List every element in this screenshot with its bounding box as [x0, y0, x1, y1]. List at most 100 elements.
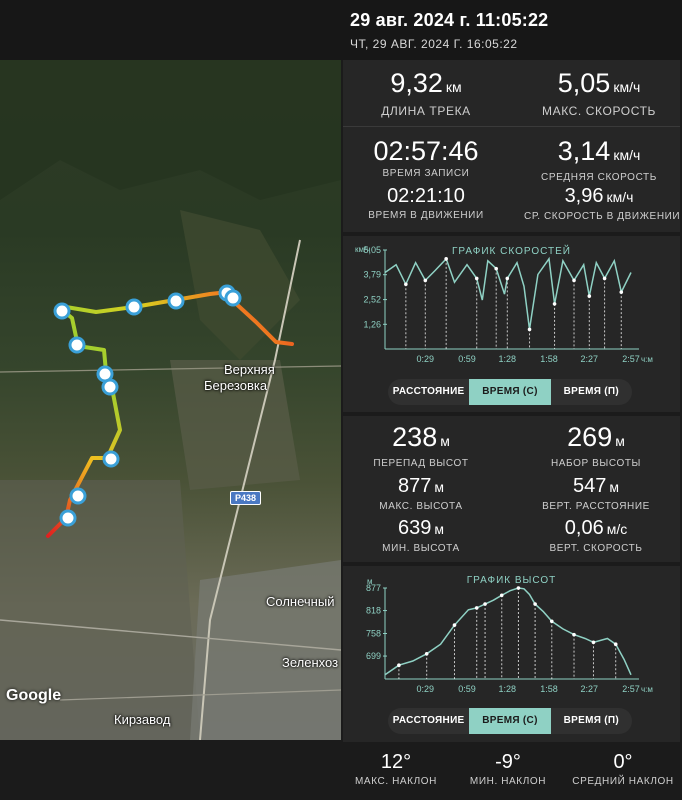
elev-gain-unit: м [615, 433, 625, 449]
speed-x-unit: ч:м [641, 355, 653, 364]
speed-marker-dot [474, 276, 479, 281]
avg-speed-value: 3,14 [557, 136, 611, 166]
elevation-chart-title: ГРАФИК ВЫСОТ [466, 575, 557, 586]
elev-y-tick-label: 877 [366, 583, 381, 593]
max-alt-value: 877 [398, 475, 432, 497]
town-area [0, 480, 200, 740]
satellite-map[interactable]: Верхняя Березовка Солнечный Зеленхоз Кир… [0, 60, 341, 740]
speed-y-ticks: 5,05 3,79 2,52 1,26 [363, 245, 387, 329]
elevation-stats-card [343, 416, 680, 562]
elev-diff-label: ПЕРЕПАД ВЫСОТ [373, 458, 469, 469]
max-slope-label: МАКС. НАКЛОН [355, 776, 437, 787]
vert-distance-stat: 547 м ВЕРТ. РАССТОЯНИЕ [536, 474, 656, 512]
speed-marker-dot [587, 294, 592, 298]
speed-y-tick-label: 3,79 [363, 270, 381, 280]
min-alt-label: МИН. ВЫСОТА [382, 543, 460, 554]
speed-toggle-distance[interactable]: РАССТОЯНИЕ [392, 386, 465, 397]
track-subtitle: ЧТ, 29 АВГ. 2024 Г. 16:05:22 [350, 37, 518, 51]
speed-marker-dot [423, 278, 428, 283]
elev-marker-dot [613, 642, 618, 647]
vert-distance-label: ВЕРТ. РАССТОЯНИЕ [542, 501, 650, 512]
elev-y-ticks: 877 818 758 699 [366, 583, 387, 661]
speed-x-ticks: 0:29 0:59 1:28 1:58 2:27 2:57 [417, 354, 640, 364]
elev-marker-dot [397, 663, 401, 668]
road [0, 619, 341, 651]
moving-time-stat: 02:21:10 ВРЕМЯ В ДВИЖЕНИИ [351, 184, 501, 221]
speed-marker-dot [552, 302, 557, 306]
min-alt-stat: 639 м МИН. ВЫСОТА [361, 516, 481, 554]
min-slope-label: МИН. НАКЛОН [469, 776, 547, 787]
max-slope-value: 12° [380, 751, 412, 773]
elev-marker-dot [474, 606, 479, 610]
speed-chart-title: ГРАФИК СКОРОСТЕЙ [452, 246, 571, 257]
speed-x-tick-label: 1:28 [499, 354, 517, 364]
max-speed-stat: 5,05 км/ч МАКС. СКОРОСТЬ [529, 68, 669, 118]
speed-x-tick-label: 2:27 [581, 354, 599, 364]
track-length-stat: 9,32 км ДЛИНА ТРЕКА [361, 68, 491, 118]
waypoint-icon [167, 292, 185, 310]
elev-toggle-time-total[interactable]: ВРЕМЯ (С) [469, 708, 551, 734]
map-label-verkhnyaya: Верхняя [224, 362, 275, 377]
elev-marker-dot [533, 602, 537, 606]
summary-card [343, 60, 680, 232]
moving-time-value: 02:21:10 [387, 185, 465, 207]
speed-x-tick-label: 0:59 [458, 354, 476, 364]
record-time-value: 02:57:46 [373, 136, 479, 166]
speed-toggle-time-total[interactable]: ВРЕМЯ (С) [469, 379, 551, 405]
waypoint-icon [125, 298, 143, 316]
waypoint-markers[interactable] [53, 284, 242, 527]
elev-x-tick-label: 2:27 [581, 684, 599, 694]
moving-time-label: ВРЕМЯ В ДВИЖЕНИИ [368, 210, 484, 221]
min-slope-value: -9° [495, 751, 521, 773]
max-speed-label: МАКС. СКОРОСТЬ [542, 104, 656, 118]
speed-axis-toggle[interactable]: РАССТОЯНИЕ ВРЕМЯ (С) ВРЕМЯ (П) [388, 379, 632, 405]
waypoint-icon [102, 450, 120, 468]
header: 29 авг. 2024 г. 11:05:22 ЧТ, 29 АВГ. 202… [0, 0, 682, 60]
min-slope-stat: -9° МИН. НАКЛОН [453, 750, 563, 787]
elev-gain-value: 269 [567, 422, 613, 452]
elev-y-tick-label: 758 [366, 629, 381, 639]
road [0, 365, 341, 373]
speed-marker-dot [404, 282, 408, 287]
speed-chart: км/ч 5,05 3,79 2,52 1,26 0:29 0:59 1:28 1:58 2:… [355, 245, 653, 364]
speed-marker-dot [494, 266, 498, 271]
highway [199, 239, 301, 740]
elevation-axis-toggle[interactable]: РАССТОЯНИЕ ВРЕМЯ (С) ВРЕМЯ (П) [388, 708, 632, 734]
elev-marker-dot [572, 632, 576, 637]
divider [343, 126, 680, 127]
speed-toggle-time-moving[interactable]: ВРЕМЯ (П) [563, 386, 620, 397]
forest-area [180, 210, 300, 360]
forest-area [0, 60, 341, 200]
elev-marker-dot [424, 651, 429, 656]
max-alt-unit: м [434, 479, 444, 495]
speed-marker-dot [572, 278, 576, 283]
max-alt-stat: 877 м МАКС. ВЫСОТА [361, 474, 481, 512]
waypoint-icon [53, 302, 71, 320]
road [59, 689, 341, 701]
max-speed-unit: км/ч [613, 79, 641, 95]
record-time-stat: 02:57:46 ВРЕМЯ ЗАПИСИ [351, 136, 501, 179]
speed-y-tick-label: 5,05 [363, 245, 381, 255]
elev-marker-dot [452, 623, 457, 627]
elev-marker-dot [516, 586, 521, 590]
map-bottom-bar [0, 740, 341, 800]
elev-y-tick-label: 699 [366, 651, 381, 661]
elev-x-tick-label: 2:57 [622, 684, 640, 694]
avg-moving-speed-unit: км/ч [606, 189, 634, 205]
min-alt-unit: м [434, 521, 444, 537]
elev-toggle-distance[interactable]: РАССТОЯНИЕ [392, 715, 465, 726]
elev-marker-dot [499, 593, 504, 598]
elev-toggle-time-moving[interactable]: ВРЕМЯ (П) [563, 715, 620, 726]
speed-marker-dot [444, 257, 448, 261]
elev-x-tick-label: 1:28 [499, 684, 517, 694]
elev-diff-unit: м [440, 433, 450, 449]
record-time-label: ВРЕМЯ ЗАПИСИ [382, 168, 470, 179]
speed-x-tick-label: 0:29 [417, 354, 435, 364]
vert-distance-value: 547 [573, 475, 607, 497]
avg-slope-label: СРЕДНИЙ НАКЛОН [572, 776, 674, 787]
vert-distance-unit: м [609, 479, 619, 495]
max-speed-value: 5,05 [557, 68, 611, 98]
track-length-label: ДЛИНА ТРЕКА [381, 104, 471, 118]
max-slope-stat: 12° МАКС. НАКЛОН [341, 750, 451, 787]
